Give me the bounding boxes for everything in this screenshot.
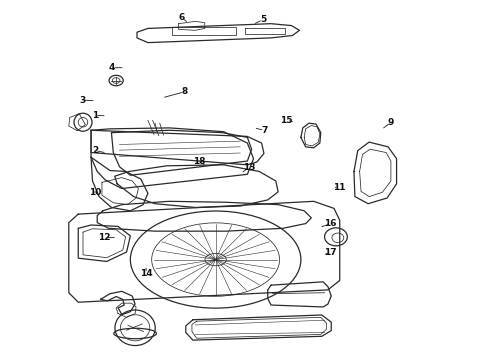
Text: 14: 14 — [140, 269, 152, 278]
Text: 9: 9 — [388, 118, 394, 127]
Text: 16: 16 — [324, 219, 337, 228]
Text: 6: 6 — [179, 13, 185, 22]
Text: 17: 17 — [324, 248, 337, 257]
Text: 2: 2 — [92, 146, 98, 155]
Text: 5: 5 — [260, 15, 266, 24]
Text: 10: 10 — [89, 188, 101, 197]
Text: 18: 18 — [193, 157, 205, 166]
Text: 11: 11 — [333, 183, 345, 192]
Text: 15: 15 — [281, 116, 293, 125]
Text: 12: 12 — [98, 233, 111, 242]
Text: 3: 3 — [79, 95, 85, 104]
Text: 13: 13 — [243, 163, 255, 172]
Text: 8: 8 — [181, 87, 188, 96]
Text: 7: 7 — [262, 126, 268, 135]
Text: 1: 1 — [92, 111, 98, 120]
Text: 4: 4 — [109, 63, 115, 72]
